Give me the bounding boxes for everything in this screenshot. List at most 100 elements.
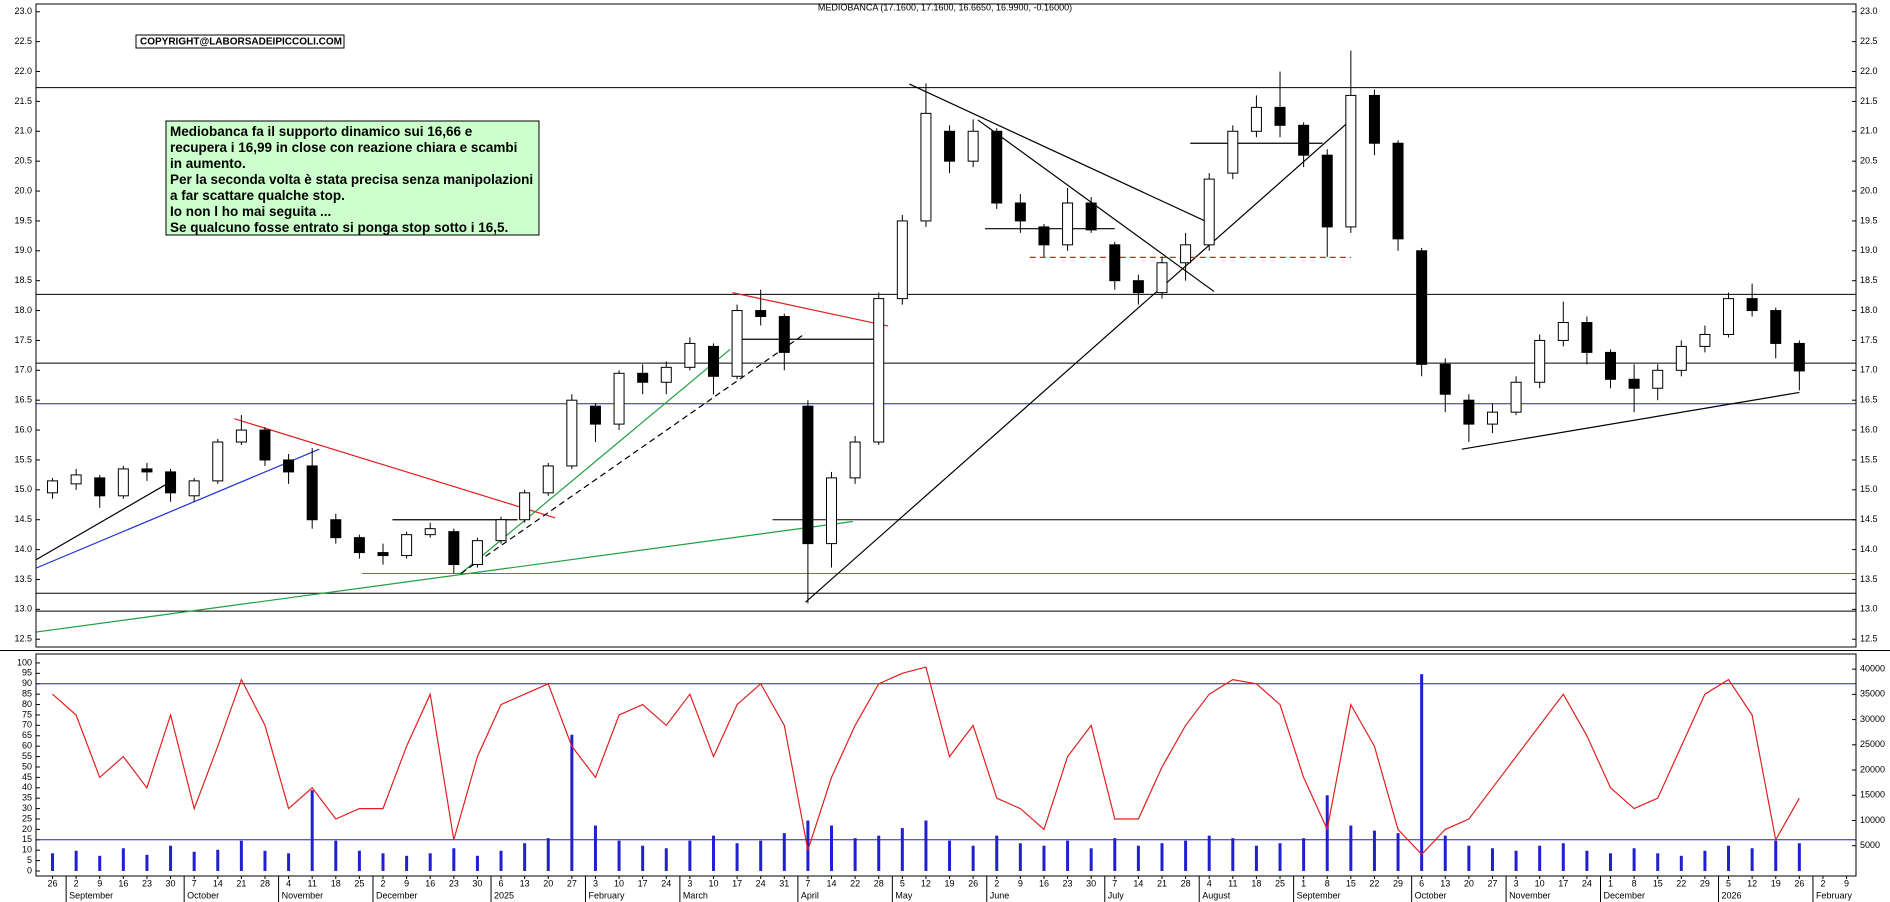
volume-bar bbox=[239, 840, 243, 871]
y-tick-label: 17.0 bbox=[14, 365, 32, 375]
x-tick-label: 26 bbox=[968, 878, 978, 888]
volume-bar bbox=[334, 840, 338, 871]
osc-tick-label: 35 bbox=[22, 793, 32, 803]
volume-bar bbox=[1113, 838, 1117, 871]
candle-body bbox=[1675, 345, 1687, 371]
candle-body bbox=[94, 477, 106, 497]
candle-body bbox=[401, 534, 413, 557]
x-tick-label: 2 bbox=[994, 878, 999, 888]
volume-bar bbox=[1703, 850, 1707, 871]
candle-body bbox=[1038, 226, 1050, 246]
volume-tick-label: 5000 bbox=[1860, 840, 1880, 850]
x-tick-label: 10 bbox=[1535, 878, 1545, 888]
candle-body bbox=[1321, 154, 1333, 228]
candle-body bbox=[1557, 322, 1569, 341]
volume-bar bbox=[287, 853, 291, 871]
volume-bar bbox=[782, 833, 786, 871]
candle-body bbox=[188, 480, 200, 497]
x-tick-label: 21 bbox=[1157, 878, 1167, 888]
volume-bar bbox=[853, 838, 857, 871]
month-label: February bbox=[1816, 890, 1853, 900]
volume-bar bbox=[641, 845, 645, 871]
volume-bar bbox=[593, 825, 597, 871]
y-tick-label-right: 20.0 bbox=[1860, 185, 1878, 195]
x-tick-label: 4 bbox=[286, 878, 291, 888]
candle-body bbox=[873, 298, 885, 443]
volume-bar bbox=[1278, 843, 1282, 871]
candle-body bbox=[1652, 369, 1664, 389]
month-label: April bbox=[801, 890, 819, 900]
volume-bar bbox=[475, 855, 479, 871]
x-tick-label: 30 bbox=[472, 878, 482, 888]
volume-bar bbox=[121, 848, 125, 871]
x-tick-label: 29 bbox=[1700, 878, 1710, 888]
candle-body bbox=[1227, 130, 1239, 174]
month-label: December bbox=[376, 890, 418, 900]
annotation-line: Se qualcuno fosse entrato si ponga stop … bbox=[170, 220, 508, 235]
y-tick-label-right: 19.0 bbox=[1860, 245, 1878, 255]
candle-body bbox=[1628, 378, 1640, 389]
x-tick-label: 7 bbox=[1112, 878, 1117, 888]
volume-bar bbox=[711, 835, 715, 871]
x-tick-label: 26 bbox=[48, 878, 58, 888]
x-tick-label: 13 bbox=[1440, 878, 1450, 888]
volume-tick-label: 15000 bbox=[1860, 790, 1885, 800]
osc-tick-label: 85 bbox=[22, 689, 32, 699]
osc-tick-label: 70 bbox=[22, 720, 32, 730]
y-tick-label-right: 23.0 bbox=[1860, 6, 1878, 16]
x-tick-label: 14 bbox=[213, 878, 223, 888]
candle-body bbox=[1392, 142, 1404, 240]
volume-bar bbox=[1797, 843, 1801, 871]
osc-tick-label: 65 bbox=[22, 730, 32, 740]
y-tick-label-right: 17.5 bbox=[1860, 335, 1878, 345]
candle-body bbox=[283, 459, 295, 473]
candle-body bbox=[235, 429, 247, 443]
candle-body bbox=[448, 531, 460, 566]
x-tick-label: 7 bbox=[805, 878, 810, 888]
candle-body bbox=[707, 345, 719, 377]
osc-tick-label: 10 bbox=[22, 845, 32, 855]
candle-body bbox=[1109, 244, 1121, 282]
candle-body bbox=[117, 468, 129, 497]
month-label: March bbox=[683, 890, 708, 900]
osc-tick-label: 40 bbox=[22, 782, 32, 792]
osc-tick-label: 5 bbox=[27, 855, 32, 865]
volume-tick-label: 20000 bbox=[1860, 764, 1885, 774]
volume-bar bbox=[1656, 853, 1660, 871]
x-tick-label: 16 bbox=[118, 878, 128, 888]
y-tick-label-right: 18.0 bbox=[1860, 305, 1878, 315]
osc-tick-label: 95 bbox=[22, 668, 32, 678]
y-tick-label: 14.5 bbox=[14, 514, 32, 524]
y-tick-label: 15.5 bbox=[14, 454, 32, 464]
y-tick-label: 15.0 bbox=[14, 484, 32, 494]
candle-body bbox=[1723, 298, 1735, 335]
volume-bar bbox=[1042, 845, 1046, 871]
volume-bar bbox=[192, 851, 196, 871]
candle-body bbox=[920, 112, 932, 222]
x-tick-label: 3 bbox=[1514, 878, 1519, 888]
osc-tick-label: 80 bbox=[22, 699, 32, 709]
candle-body bbox=[566, 399, 578, 467]
x-tick-label: 5 bbox=[1726, 878, 1731, 888]
trend-line bbox=[35, 520, 853, 633]
volume-bar bbox=[759, 840, 763, 871]
y-tick-label-right: 22.0 bbox=[1860, 66, 1878, 76]
x-tick-label: 3 bbox=[593, 878, 598, 888]
osc-tick-label: 60 bbox=[22, 741, 32, 751]
annotation-line: a far scattare qualche stop. bbox=[170, 188, 345, 203]
candle-body bbox=[70, 474, 82, 485]
trend-line bbox=[805, 119, 1352, 603]
x-tick-label: 8 bbox=[1325, 878, 1330, 888]
candle-body bbox=[353, 537, 365, 554]
volume-bar bbox=[995, 835, 999, 871]
y-tick-label-right: 16.0 bbox=[1860, 424, 1878, 434]
candle-body bbox=[778, 316, 790, 353]
x-tick-label: 12 bbox=[921, 878, 931, 888]
x-tick-label: 6 bbox=[1419, 878, 1424, 888]
candle-body bbox=[495, 519, 507, 542]
y-tick-label-right: 21.5 bbox=[1860, 96, 1878, 106]
osc-tick-label: 20 bbox=[22, 824, 32, 834]
candle-body bbox=[424, 528, 436, 536]
volume-bar bbox=[169, 845, 173, 871]
